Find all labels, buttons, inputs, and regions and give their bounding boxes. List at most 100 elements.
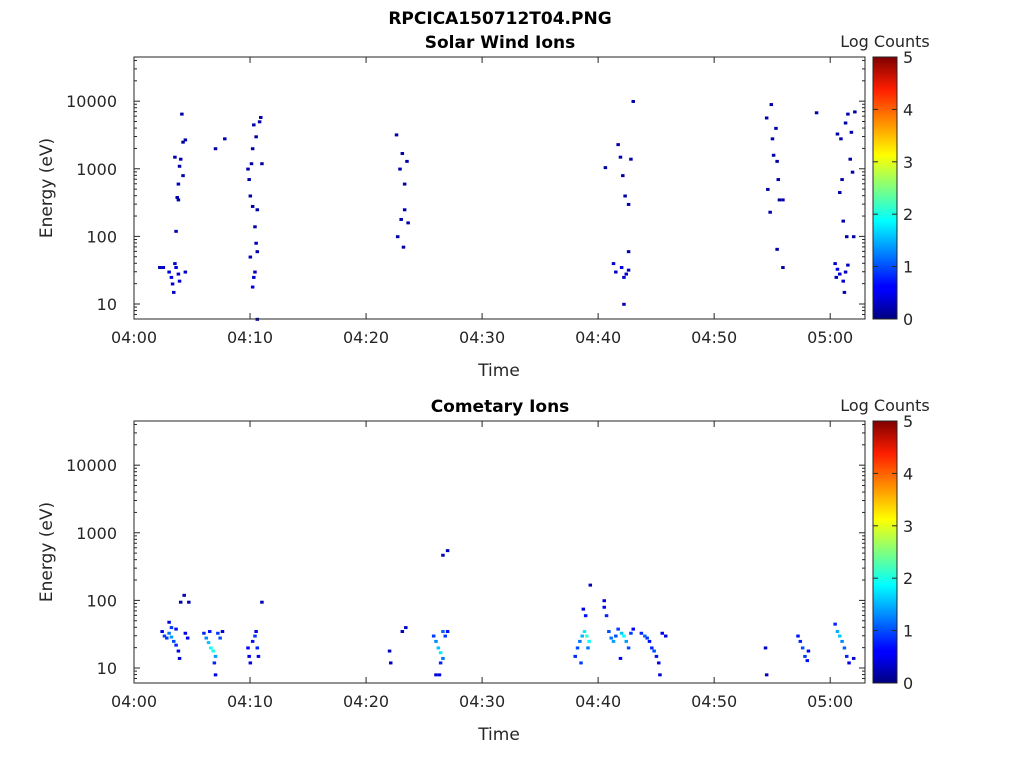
heatmap-cell (834, 275, 839, 279)
heatmap-cell (774, 126, 778, 130)
heatmap-cell (629, 631, 633, 635)
heatmap-cell (842, 290, 847, 294)
heatmap-cell (624, 639, 629, 643)
heatmap-cells (160, 549, 856, 677)
heatmap-cell (775, 159, 779, 163)
heatmap-cell (248, 661, 253, 665)
heatmap-cell (643, 634, 647, 638)
heatmap-cell (174, 643, 178, 647)
heatmap-cell (175, 196, 179, 199)
heatmap-cell (220, 630, 225, 633)
heatmap-cell (626, 646, 631, 650)
heatmap-cell (851, 235, 856, 239)
heatmap-cell (645, 636, 649, 640)
heatmap-cell (631, 99, 635, 103)
heatmap-cell (583, 614, 588, 618)
heatmap-cell (853, 110, 857, 114)
heatmap-cell (652, 649, 656, 653)
heatmap-cell (250, 285, 255, 289)
heatmap-cell (254, 135, 258, 139)
y-tick-label: 10 (97, 295, 117, 314)
panel-solar-wind-ions: Solar Wind Ions 04:00 04:10 04:20 04:30 04:4… (37, 32, 930, 381)
heatmap-cell (253, 225, 257, 229)
heatmap-cell (629, 157, 633, 161)
heatmap-cell (169, 275, 174, 279)
heatmap-cell (614, 270, 618, 274)
heatmap-cell (806, 649, 811, 653)
heatmap-cell (619, 631, 624, 635)
heatmap-cell (624, 272, 629, 276)
heatmap-cell (172, 290, 176, 294)
heatmap-cell (213, 654, 218, 658)
heatmap-cell (431, 634, 436, 638)
heatmap-cell (399, 217, 403, 221)
heatmap-cell (259, 115, 263, 119)
figure-filename: RPCICA150712T04.PNG (388, 9, 611, 29)
heatmap-cell (616, 627, 620, 631)
heatmap-cell (434, 673, 438, 677)
heatmap-cell (614, 634, 618, 638)
colorbar-tick-label: 4 (903, 100, 913, 119)
heatmap-cell (250, 204, 255, 208)
heatmap-cell (247, 654, 251, 658)
heatmap-cell (174, 627, 178, 631)
heatmap-cell (844, 654, 849, 658)
heatmap-cell (846, 112, 850, 116)
heatmap-cell (441, 656, 445, 660)
colorbar-tick-label: 2 (903, 569, 913, 588)
heatmap-cell (216, 631, 220, 635)
heatmap-cell (764, 116, 769, 120)
y-tick-label: 100 (86, 227, 117, 246)
heatmap-cell (254, 241, 258, 245)
heatmap-cell (165, 636, 169, 640)
axes: 04:00 04:10 04:20 04:30 04:40 04:50 05:00 10 100… (66, 421, 865, 711)
heatmap-cell (611, 639, 616, 643)
heatmap-cell (602, 605, 606, 609)
panel-title: Cometary Ions (431, 397, 570, 417)
x-tick-label: 05:00 (807, 328, 853, 347)
heatmap-cell (260, 162, 264, 166)
heatmap-cell (213, 673, 218, 677)
heatmap-cell (582, 630, 587, 633)
heatmap-cell (445, 549, 450, 553)
heatmap-cell (183, 138, 188, 142)
heatmap-cell (160, 630, 164, 633)
heatmap-cell (248, 194, 253, 198)
heatmap-cell (202, 631, 206, 635)
heatmap-cell (663, 634, 668, 638)
heatmap-cell (840, 639, 844, 643)
heatmap-cell (766, 187, 770, 191)
heatmap-cell (626, 268, 631, 272)
heatmap-cell (626, 250, 631, 254)
heatmap-cell (775, 247, 779, 251)
y-axis-label: Energy (eV) (37, 502, 57, 602)
heatmap-cell (185, 636, 190, 640)
heatmap-cell (218, 636, 222, 640)
heatmap-cell (838, 634, 842, 638)
heatmap-cell (402, 208, 407, 212)
heatmap-cell (603, 166, 608, 170)
heatmap-cell (437, 673, 442, 677)
heatmap-cell (607, 630, 611, 633)
heatmap-cell (573, 654, 577, 658)
y-tick-label: 1000 (76, 524, 117, 543)
heatmap-cell (586, 646, 590, 650)
heatmap-cell (833, 622, 837, 626)
heatmap-cell (622, 634, 626, 638)
x-tick-label: 04:40 (575, 692, 621, 711)
heatmap-cell (800, 646, 805, 650)
heatmap-cell (252, 123, 256, 127)
heatmap-cell (402, 182, 407, 186)
heatmap-cell (438, 651, 443, 655)
heatmap-cell (851, 656, 856, 660)
heatmap-cell (835, 267, 840, 271)
x-tick-label: 04:40 (575, 328, 621, 347)
heatmap-cell (249, 162, 254, 166)
heatmap-cell (400, 630, 405, 633)
heatmap-cell (621, 174, 625, 178)
heatmap-cell (400, 152, 405, 155)
heatmap-cell (158, 266, 162, 269)
heatmap-cell (246, 167, 250, 171)
x-tick-label: 05:00 (807, 692, 853, 711)
heatmap-cell (763, 646, 768, 650)
